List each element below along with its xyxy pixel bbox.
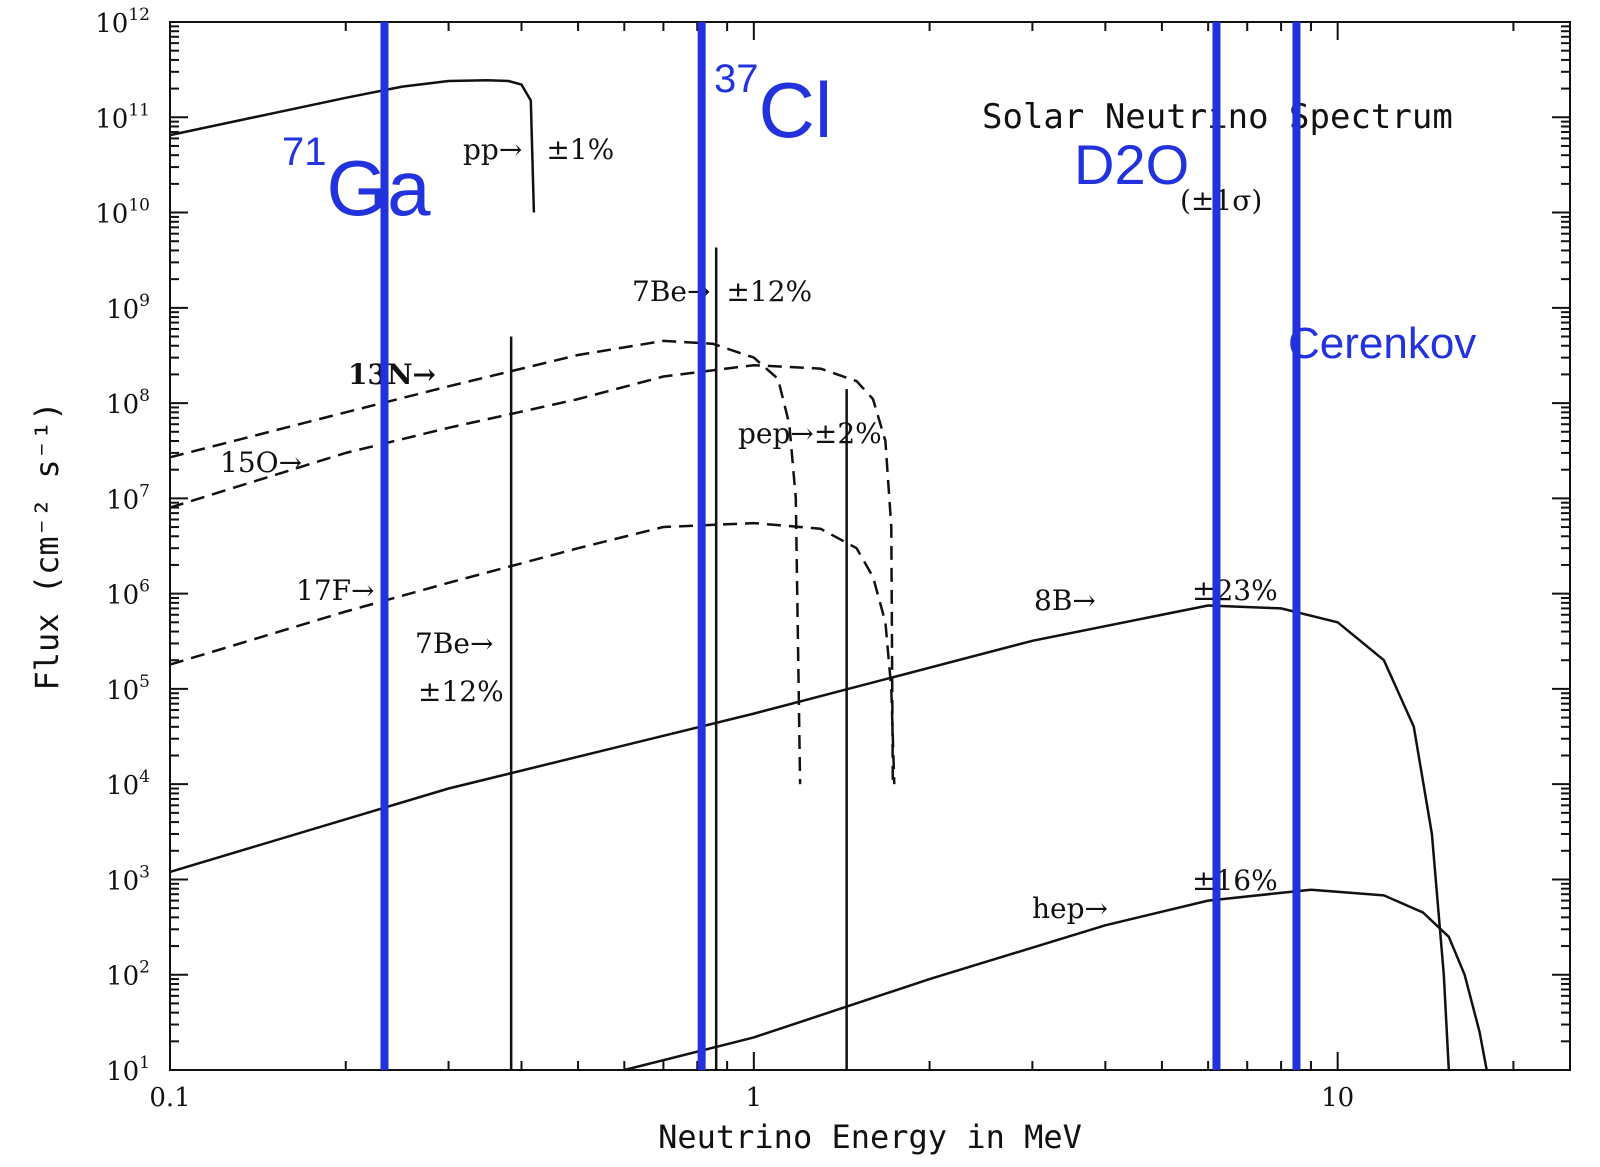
detector-label-d2o: D2O <box>1074 133 1189 196</box>
detector-label-ga: 71Ga <box>282 130 431 232</box>
y-tick-label: 105 <box>106 672 150 706</box>
series-line-17f <box>169 521 896 785</box>
annotation-7be-high: 7Be→ ±12% <box>632 275 812 308</box>
y-tick-labels: 101 102 103 104 105 106 107 108 109 1010 1011 1012 <box>95 5 150 1087</box>
series-line-15o <box>169 363 895 785</box>
series-line-hep <box>623 888 1488 1072</box>
annotation-8b: 8B→ <box>1034 584 1096 617</box>
x-tick-label: 0.1 <box>149 1083 190 1113</box>
y-tick-label: 106 <box>106 577 150 611</box>
annotation-one-sigma: (±1σ) <box>1180 184 1262 217</box>
x-axis-title: Neutrino Energy in MeV <box>658 1118 1082 1156</box>
annotation-group: pp→ ±1% 13N→ 15O→ 17F→ 7Be→ ±12% 7Be→ ±12%… <box>220 133 1278 925</box>
x-tick-labels: 0.1 1 10 <box>149 1083 1354 1113</box>
x-tick-label: 1 <box>746 1083 763 1113</box>
y-tick-label: 1012 <box>95 5 150 39</box>
y-tick-label: 101 <box>106 1053 150 1087</box>
detector-labels: 71Ga 37Cl D2O Cerenkov <box>282 57 1476 368</box>
annotation-pp: pp→ ±1% <box>463 133 614 166</box>
line-spectra-group <box>509 247 848 1070</box>
series-line-8b <box>169 604 1451 1071</box>
y-tick-label: 1010 <box>95 196 150 230</box>
y-tick-label: 107 <box>106 481 150 515</box>
axis-ticks <box>169 21 1570 1071</box>
y-tick-label: 109 <box>106 291 150 325</box>
y-axis-title: Flux (cm⁻² s⁻¹) <box>28 402 66 691</box>
annotation-17f: 17F→ <box>296 574 375 607</box>
detector-label-cl: 37Cl <box>714 57 832 154</box>
y-tick-label: 104 <box>106 767 150 801</box>
annotation-15o: 15O→ <box>220 446 302 479</box>
annotation-7be-low: 7Be→ <box>415 627 493 660</box>
y-tick-label: 108 <box>106 386 150 420</box>
y-tick-label: 1011 <box>95 100 150 134</box>
y-tick-label: 102 <box>106 958 150 992</box>
annotation-8b-uncertainty: ±23% <box>1192 574 1278 607</box>
x-tick-label: 10 <box>1321 1083 1354 1113</box>
series-line-pp <box>169 78 536 213</box>
annotation-hep: hep→ <box>1032 892 1108 925</box>
y-tick-label: 103 <box>106 862 150 896</box>
detector-threshold-group <box>380 22 1301 1070</box>
annotation-pep: pep→±2% <box>738 417 882 450</box>
annotation-13n: 13N→ <box>348 358 436 391</box>
annotation-7be-low-uncertainty: ±12% <box>418 675 504 708</box>
plot-frame <box>169 21 1571 1071</box>
annotation-hep-uncertainty: ±16% <box>1192 864 1278 897</box>
series-line-13n <box>169 339 802 785</box>
detector-label-cerenkov: Cerenkov <box>1288 319 1476 368</box>
